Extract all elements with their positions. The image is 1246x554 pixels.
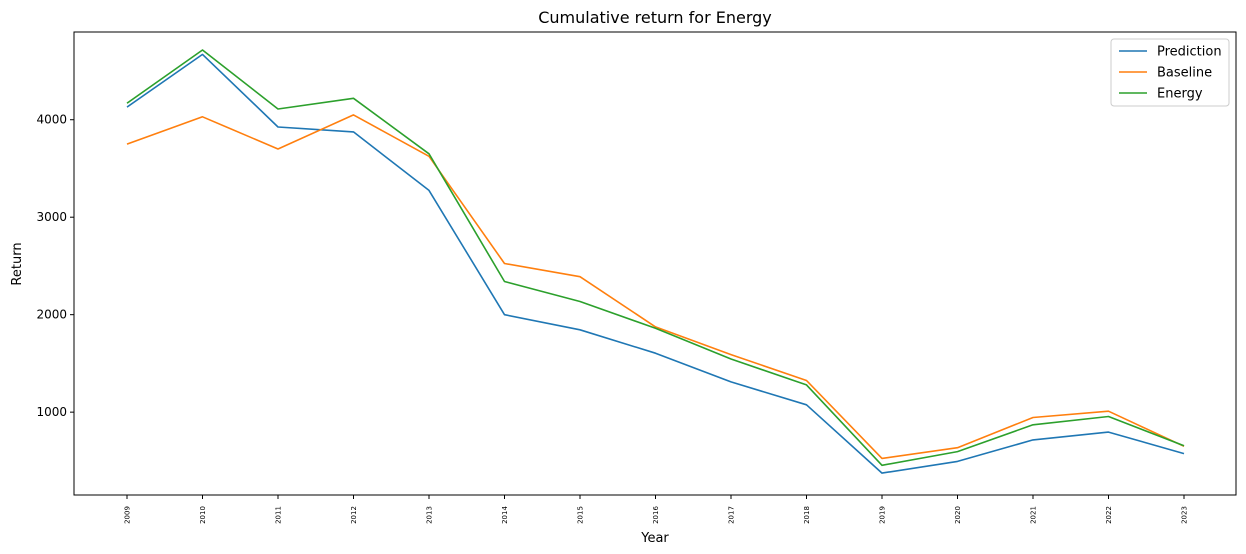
y-axis-label: Return bbox=[10, 242, 25, 285]
legend-label-prediction: Prediction bbox=[1157, 45, 1222, 60]
x-tick-label: 2014 bbox=[501, 506, 509, 524]
x-tick-label: 2022 bbox=[1105, 506, 1113, 524]
x-tick-label: 2019 bbox=[879, 506, 887, 524]
x-tick-label: 2010 bbox=[199, 506, 207, 524]
x-tick-label: 2012 bbox=[350, 506, 358, 524]
x-tick-label: 2013 bbox=[426, 506, 434, 524]
series-line-prediction bbox=[126, 53, 1185, 474]
x-tick-label: 2021 bbox=[1030, 506, 1038, 524]
x-tick-label: 2020 bbox=[954, 506, 962, 524]
plot-area: 1000 2000 3000 4000 2009 2010 2011 2012 2013 2014… bbox=[36, 31, 1237, 524]
series-line-baseline bbox=[126, 114, 1185, 460]
series-line-energy bbox=[126, 49, 1185, 467]
legend-label-energy: Energy bbox=[1157, 87, 1203, 102]
y-tick-label: 3000 bbox=[36, 210, 67, 224]
x-tick-label: 2018 bbox=[803, 506, 811, 524]
y-tick-label: 4000 bbox=[36, 113, 67, 127]
plot-frame bbox=[73, 31, 1237, 496]
chart-title: Cumulative return for Energy bbox=[538, 8, 772, 27]
x-tick-label: 2011 bbox=[275, 506, 283, 524]
legend-label-baseline: Baseline bbox=[1157, 66, 1212, 81]
x-axis-label: Year bbox=[640, 531, 669, 546]
x-tick-label: 2023 bbox=[1181, 506, 1189, 524]
x-tick-label: 2017 bbox=[728, 506, 736, 524]
x-tick-label: 2009 bbox=[124, 506, 132, 524]
y-tick-label: 1000 bbox=[36, 405, 67, 419]
x-tick-label: 2016 bbox=[652, 506, 660, 524]
legend-box bbox=[1110, 38, 1230, 107]
x-tick-label: 2015 bbox=[577, 506, 585, 524]
legend: Prediction Baseline Energy bbox=[1110, 38, 1230, 107]
y-tick-label: 2000 bbox=[36, 308, 67, 322]
